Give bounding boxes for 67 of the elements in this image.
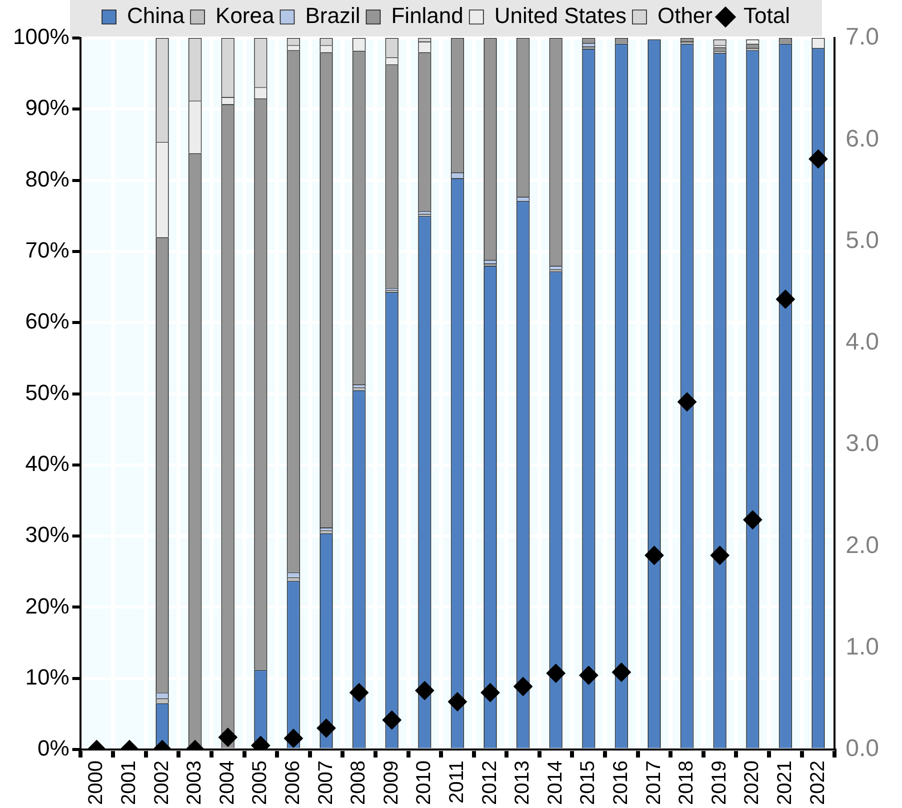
point (284, 728, 303, 748)
y-tick-label: 80% (25, 166, 70, 192)
y-tick-label: 40% (25, 450, 70, 476)
point (514, 676, 533, 696)
x-tick-label: 2005 (249, 760, 272, 806)
x-tick-label: 2021 (774, 760, 796, 806)
point (808, 149, 828, 168)
y-tick-label: 20% (25, 593, 70, 618)
point (743, 510, 762, 530)
x-tick-label: 2011 (446, 760, 468, 804)
x-tick-label: 2012 (478, 760, 501, 806)
x-tick-label: 2002 (150, 760, 173, 806)
point (644, 546, 664, 565)
y-tick-label: 0% (37, 736, 70, 761)
x-tick-label: 2010 (413, 760, 436, 806)
point (218, 728, 238, 747)
legend-label: Finland (391, 3, 464, 28)
point (776, 290, 795, 309)
y2-tick-label: 3.0 (846, 430, 880, 458)
x-tick-label: 2009 (380, 760, 402, 806)
x-tick-label: 2022 (806, 760, 829, 806)
point (350, 683, 369, 702)
point (678, 392, 697, 412)
point (415, 681, 434, 700)
x-tick-label: 2013 (512, 760, 534, 806)
x-tick-label: 2015 (577, 760, 600, 806)
y2-tick-label: 0.0 (846, 735, 880, 762)
x-tick-label: 2006 (282, 760, 304, 806)
x-tick-label: 2001 (118, 760, 140, 806)
x-tick-label: 2019 (708, 760, 730, 806)
point (612, 662, 631, 682)
y-tick-label: 50% (25, 380, 70, 405)
legend-label: Total (743, 3, 790, 28)
y-tick-label: 60% (25, 308, 70, 334)
y2-tick-label: 1.0 (846, 633, 880, 660)
point (546, 664, 566, 683)
y-tick-label: 70% (25, 238, 70, 263)
x-tick-label: 2014 (544, 760, 566, 806)
x-tick-label: 2007 (314, 760, 337, 806)
y2-tick-label: 6.0 (846, 125, 880, 152)
x-tick-label: 2008 (348, 760, 370, 806)
y2-tick-label: 2.0 (846, 532, 880, 559)
y-tick-label: 30% (25, 522, 70, 548)
x-tick-label: 2018 (676, 760, 698, 806)
x-tick-label: 2016 (610, 760, 632, 806)
x-tick-label: 2000 (85, 760, 108, 806)
x-tick-label: 2017 (642, 760, 665, 806)
y2-tick-label: 7.0 (846, 24, 880, 51)
point (316, 718, 336, 738)
y2-tick-label: 4.0 (846, 328, 880, 356)
point (480, 683, 500, 702)
x-tick-label: 2003 (184, 760, 206, 806)
point (382, 710, 402, 730)
point (448, 692, 467, 712)
y-tick-label: 90% (25, 95, 70, 120)
legend-label: China (127, 3, 186, 28)
legend-label: United States (494, 3, 626, 28)
point (579, 666, 598, 685)
legend-label: Other (657, 3, 712, 28)
point (710, 546, 730, 565)
legend-label: Korea (216, 3, 275, 28)
y-tick-label: 10% (25, 664, 70, 690)
x-tick-label: 2004 (216, 760, 238, 806)
y2-tick-label: 5.0 (846, 226, 880, 254)
legend-label: Brazil (305, 3, 360, 28)
x-tick-label: 2020 (741, 760, 764, 806)
y-tick-label: 100% (12, 24, 70, 50)
